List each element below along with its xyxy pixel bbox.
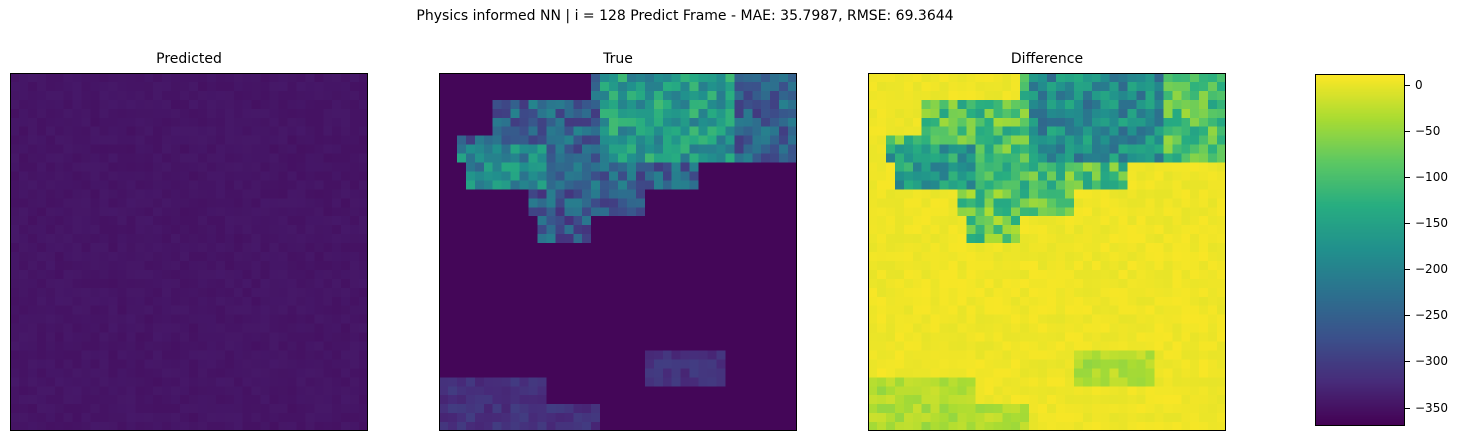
colorbar-frame bbox=[1315, 74, 1405, 426]
difference-heatmap bbox=[868, 73, 1226, 431]
colorbar-tick bbox=[1405, 85, 1410, 87]
predicted-axes-frame bbox=[10, 73, 368, 431]
colorbar-tick-label: 0 bbox=[1415, 78, 1423, 93]
difference-heatmap-image bbox=[868, 73, 1226, 431]
colorbar-tick-label: −150 bbox=[1415, 216, 1448, 231]
colorbar-tick-label: −200 bbox=[1415, 262, 1448, 277]
colorbar-tick-label: −250 bbox=[1415, 308, 1448, 323]
true-heatmap-image bbox=[439, 73, 797, 431]
colorbar-tick bbox=[1405, 223, 1410, 225]
panel-title-true: True bbox=[603, 51, 633, 67]
colorbar-tick bbox=[1405, 315, 1410, 317]
colorbar bbox=[1315, 74, 1405, 426]
difference-axes-frame bbox=[868, 73, 1226, 431]
colorbar-tick-label: −50 bbox=[1415, 124, 1441, 139]
predicted-heatmap bbox=[10, 73, 368, 431]
colorbar-tick-label: −300 bbox=[1415, 354, 1448, 369]
colorbar-tick-label: −350 bbox=[1415, 400, 1448, 415]
colorbar-tick bbox=[1405, 131, 1410, 133]
panel-title-predicted: Predicted bbox=[156, 51, 222, 67]
true-axes-frame bbox=[439, 73, 797, 431]
true-heatmap bbox=[439, 73, 797, 431]
colorbar-tick bbox=[1405, 407, 1410, 409]
predicted-heatmap-image bbox=[10, 73, 368, 431]
colorbar-tick bbox=[1405, 177, 1410, 179]
colorbar-gradient bbox=[1315, 74, 1405, 426]
colorbar-tick bbox=[1405, 361, 1410, 363]
colorbar-tick bbox=[1405, 269, 1410, 271]
figure-title: Physics informed NN | i = 128 Predict Fr… bbox=[416, 8, 954, 24]
colorbar-tick-label: −100 bbox=[1415, 170, 1448, 185]
panel-title-difference: Difference bbox=[1010, 51, 1084, 67]
